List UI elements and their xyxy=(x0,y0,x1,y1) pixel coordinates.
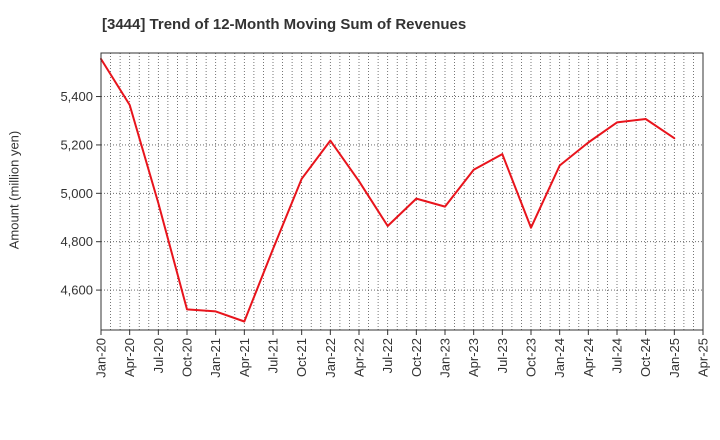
y-tick-label: 4,600 xyxy=(60,283,93,298)
x-tick-label: Jan-24 xyxy=(552,338,567,378)
y-tick-label: 5,400 xyxy=(60,89,93,104)
x-tick-label: Jan-20 xyxy=(94,338,109,378)
x-tick-label: Jul-22 xyxy=(380,338,395,373)
x-tick-label: Jul-24 xyxy=(610,338,625,373)
x-tick-label: Apr-21 xyxy=(237,338,252,377)
x-tick-label: Jul-21 xyxy=(266,338,281,373)
revenue-series-line xyxy=(100,58,676,323)
x-tick-label: Jan-21 xyxy=(208,338,223,378)
y-tick-label: 5,000 xyxy=(60,186,93,201)
x-tick-label: Jan-25 xyxy=(667,338,682,378)
x-tick-label: Jan-23 xyxy=(438,338,453,378)
x-tick-label: Jul-23 xyxy=(495,338,510,373)
x-tick-label: Apr-25 xyxy=(696,338,711,377)
x-tick-label: Apr-23 xyxy=(466,338,481,377)
series-layer xyxy=(100,58,676,323)
x-tick-label: Oct-23 xyxy=(524,338,539,377)
x-tick-label: Jul-20 xyxy=(151,338,166,373)
x-tick-label: Jan-22 xyxy=(323,338,338,378)
y-tick-label: 5,200 xyxy=(60,137,93,152)
grid-layer xyxy=(101,53,703,330)
x-tick-label: Apr-24 xyxy=(581,338,596,377)
chart-title: [3444] Trend of 12-Month Moving Sum of R… xyxy=(102,16,467,33)
y-tick-label: 4,800 xyxy=(60,234,93,249)
x-tick-label: Apr-20 xyxy=(122,338,137,377)
y-tick-layer: 4,600 4,800 5,000 5,200 5,400 xyxy=(60,89,101,298)
x-tick-label: Oct-20 xyxy=(180,338,195,377)
plot-frame xyxy=(100,52,704,331)
x-tick-layer: Jan-20 Apr-20 Jul-20 Oct-20 Jan-21 Apr-21 Jul-… xyxy=(94,330,711,378)
x-tick-label: Oct-24 xyxy=(638,338,653,377)
x-tick-label: Oct-22 xyxy=(409,338,424,377)
x-tick-label: Oct-21 xyxy=(294,338,309,377)
x-tick-label: Apr-22 xyxy=(352,338,367,377)
